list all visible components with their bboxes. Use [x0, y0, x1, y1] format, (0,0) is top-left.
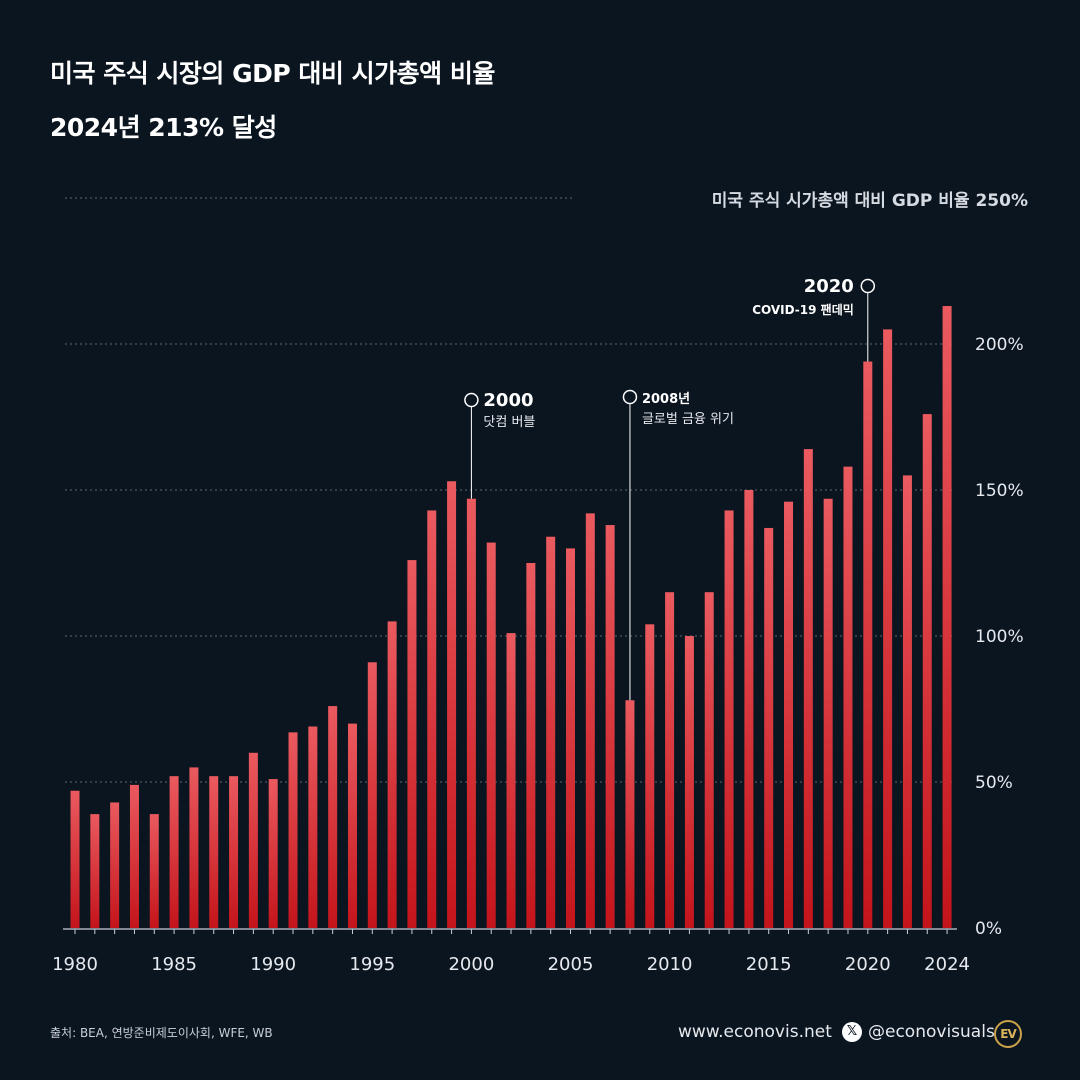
x-tick-label: 2020 — [845, 954, 891, 975]
bar-2008 — [625, 700, 635, 928]
bar-2003 — [526, 563, 536, 928]
bar-2021 — [883, 329, 893, 928]
x-tick-label: 1995 — [349, 954, 395, 975]
annotation-marker — [860, 278, 876, 294]
y-tick-label: 200% — [975, 335, 1024, 355]
bar-1982 — [110, 802, 120, 928]
bar-1994 — [347, 723, 357, 928]
bar-2022 — [902, 475, 912, 928]
x-tick-label: 1980 — [52, 954, 98, 975]
y-tick-label: 100% — [975, 627, 1024, 647]
bar-1980 — [70, 790, 80, 928]
bar-2023 — [922, 414, 932, 929]
bar-2020 — [863, 361, 873, 928]
x-tick-label: 2000 — [448, 954, 494, 975]
annotation-text: 글로벌 금융 위기 — [642, 412, 734, 427]
chart-subtitle: 2024년 213% 달성 — [50, 113, 277, 142]
bar-2004 — [546, 536, 556, 928]
bar-1986 — [189, 767, 199, 928]
bar-1999 — [447, 481, 457, 928]
bar-2018 — [823, 498, 833, 928]
bar-2016 — [784, 501, 794, 928]
website-link[interactable]: www.econovis.net — [678, 1022, 832, 1042]
x-tick-label: 2005 — [548, 954, 594, 975]
bar-2001 — [486, 542, 496, 928]
x-tick-label: 1985 — [151, 954, 197, 975]
bars — [70, 306, 952, 929]
bar-2011 — [684, 636, 694, 928]
annotation-text: 닷컴 버블 — [483, 415, 535, 430]
annotation-year: 2008년 — [642, 392, 690, 407]
annotation-marker — [464, 392, 479, 408]
bar-1993 — [328, 706, 338, 928]
bar-1990 — [268, 779, 278, 928]
chart-title: 미국 주식 시장의 GDP 대비 시가총액 비율 — [50, 59, 495, 88]
gridlines: 0% 50% 100% 150% 200% — [65, 197, 1024, 939]
annotation-marker — [622, 389, 638, 405]
bar-1992 — [308, 726, 318, 928]
bar-1998 — [427, 510, 437, 928]
x-tick-label: 2010 — [647, 954, 693, 975]
bar-1981 — [90, 814, 100, 928]
bar-2010 — [665, 592, 675, 928]
x-tick-label: 2015 — [746, 954, 792, 975]
bar-1997 — [407, 560, 417, 928]
annotation-year: 2000 — [483, 390, 533, 411]
bar-1987 — [209, 776, 219, 928]
bar-1988 — [229, 776, 239, 928]
y-tick-label: 150% — [975, 481, 1024, 501]
bar-2007 — [605, 525, 615, 928]
bar-1983 — [129, 784, 139, 928]
bar-1995 — [367, 662, 377, 928]
bar-1991 — [288, 732, 298, 928]
bar-1984 — [149, 814, 159, 928]
bar-1996 — [387, 621, 397, 928]
y-tick-label: 50% — [975, 773, 1013, 793]
bar-1989 — [248, 752, 258, 928]
bar-2009 — [645, 624, 655, 928]
bar-2013 — [724, 510, 734, 928]
bar-2006 — [585, 513, 595, 928]
top-gridline-label: 미국 주식 시가총액 대비 GDP 비율 250% — [711, 191, 1028, 211]
bar-2005 — [566, 548, 575, 928]
annotation-year: 2020 — [804, 276, 854, 297]
bar-2012 — [704, 592, 714, 928]
bar-2024 — [942, 306, 952, 928]
brand-logo: EV — [994, 1020, 1022, 1048]
bar-2000 — [466, 498, 476, 928]
bar-2002 — [506, 633, 516, 928]
bar-2015 — [764, 527, 774, 928]
annotation-text: COVID-19 팬데믹 — [752, 302, 854, 317]
bar-2019 — [843, 466, 853, 928]
bar-2017 — [803, 449, 813, 928]
bar-2014 — [744, 490, 754, 928]
x-tick-label: 1990 — [250, 954, 296, 975]
y-tick-label: 0% — [975, 919, 1002, 939]
bar-1985 — [169, 776, 179, 928]
social-handle[interactable]: @econovisuals — [868, 1022, 995, 1042]
x-logo-icon: 𝕏 — [842, 1022, 862, 1042]
x-tick-label: 2024 — [924, 954, 970, 975]
axes: 1980 1985 1990 1995 2000 2005 2010 2015 2020 2024 — [52, 928, 970, 975]
source-note: 출처: BEA, 연방준비제도이사회, WFE, WB — [50, 1026, 273, 1040]
